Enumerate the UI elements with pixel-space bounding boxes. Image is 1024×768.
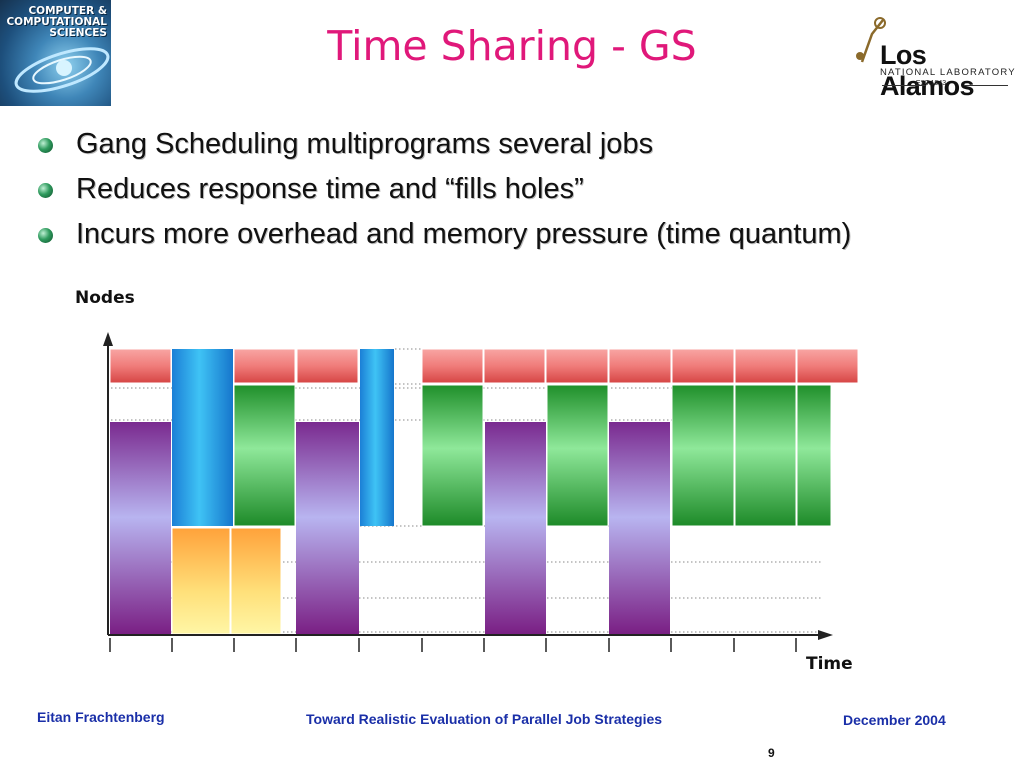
bullet-icon	[38, 228, 53, 243]
footer-talk-title: Toward Realistic Evaluation of Parallel …	[306, 711, 663, 727]
job-blue-block	[172, 349, 233, 526]
x-axis-label: Time	[806, 654, 853, 674]
gang-scheduling-diagram: Nodes Time	[0, 260, 1024, 690]
job-orange-block	[171, 527, 231, 635]
y-axis-arrow	[103, 332, 113, 346]
job-purple-block	[110, 422, 171, 634]
job-green-block	[233, 384, 296, 527]
bullet-item: Reduces response time and “fills holes”	[38, 169, 851, 214]
job-purple-block	[296, 422, 359, 634]
job-red-block	[421, 348, 484, 384]
lanl-subtitle: NATIONAL LABORATORY	[880, 67, 1016, 78]
bullet-icon	[38, 138, 53, 153]
bullet-text: Reduces response time and “fills holes”	[76, 173, 584, 205]
los-alamos-logo: Los Alamos NATIONAL LABORATORY EST.1943	[846, 14, 1016, 101]
bullet-item: Incurs more overhead and memory pressure…	[38, 214, 851, 259]
bullet-text: Gang Scheduling multiprograms several jo…	[76, 128, 654, 160]
bullet-item: Gang Scheduling multiprograms several jo…	[38, 124, 851, 169]
y-axis-label: Nodes	[75, 288, 135, 308]
page-number: 9	[768, 746, 775, 760]
computational-sciences-logo: COMPUTER & COMPUTATIONAL SCIENCES	[0, 0, 111, 106]
job-red-block	[296, 348, 359, 384]
x-axis-arrow	[818, 630, 833, 640]
logo-left-line-1: COMPUTER &	[28, 5, 107, 17]
job-red-block	[796, 348, 859, 384]
job-red-block	[608, 348, 672, 384]
footer-date: December 2004	[843, 712, 946, 728]
job-blue-block	[360, 349, 394, 526]
job-green-block	[671, 384, 735, 527]
job-red-block	[545, 348, 609, 384]
job-red-block	[109, 348, 172, 384]
lanl-est: EST.1943	[915, 80, 947, 87]
lanl-name: Los Alamos	[880, 40, 975, 101]
logo-left-line-3: SCIENCES	[49, 27, 107, 39]
job-purple-block	[485, 422, 546, 634]
job-red-block	[671, 348, 735, 384]
job-green-block	[421, 384, 484, 527]
job-red-block	[233, 348, 296, 384]
bullet-icon	[38, 183, 53, 198]
job-green-block	[734, 384, 797, 527]
slide-title: Time Sharing - GS	[327, 22, 697, 70]
job-red-block	[734, 348, 797, 384]
job-red-block	[483, 348, 546, 384]
footer-author: Eitan Frachtenberg	[37, 709, 165, 725]
job-orange-block	[230, 527, 282, 635]
bullet-text: Incurs more overhead and memory pressure…	[76, 218, 852, 250]
logo-left-line-2: COMPUTATIONAL	[6, 16, 107, 28]
bullet-list: Gang Scheduling multiprograms several jo…	[38, 124, 851, 259]
job-green-block	[546, 384, 609, 527]
job-purple-block	[609, 422, 670, 634]
job-green-block	[796, 384, 832, 527]
